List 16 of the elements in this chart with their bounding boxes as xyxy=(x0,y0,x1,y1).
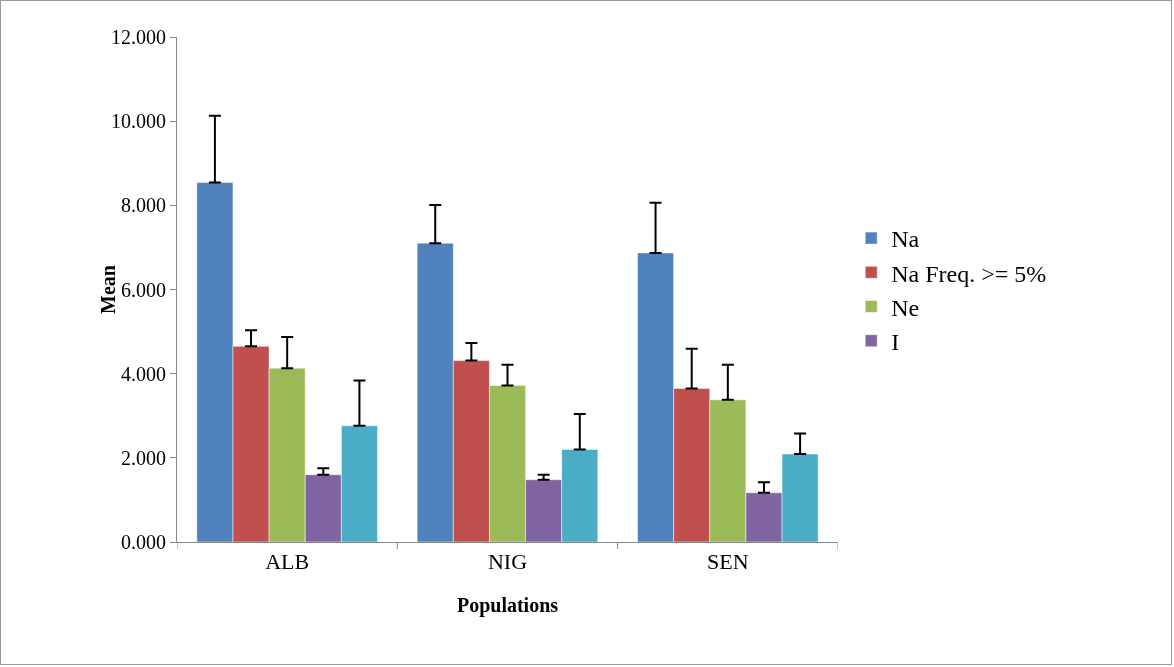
x-tick-label: SEN xyxy=(707,549,749,575)
legend-label: I xyxy=(891,329,900,356)
y-tick-label: 4.000 xyxy=(121,362,166,385)
y-tick-label: 8.000 xyxy=(121,194,166,217)
x-axis-title: Populations xyxy=(456,594,559,617)
y-tick-label: 12.000 xyxy=(111,26,166,48)
y-tick-label: 2.000 xyxy=(121,446,166,469)
y-axis-title: Mean xyxy=(97,265,119,314)
x-tick-label: ALB xyxy=(265,549,310,575)
y-tick-label: 0.000 xyxy=(121,531,166,553)
legend-label: Ne xyxy=(891,294,920,321)
x-tick-label: NIG xyxy=(487,549,528,575)
y-tick-label: 10.000 xyxy=(111,110,166,133)
legend-label: Na Freq. >= 5% xyxy=(891,260,1047,287)
legend-label: Na xyxy=(891,226,920,253)
y-tick-label: 6.000 xyxy=(121,278,166,301)
